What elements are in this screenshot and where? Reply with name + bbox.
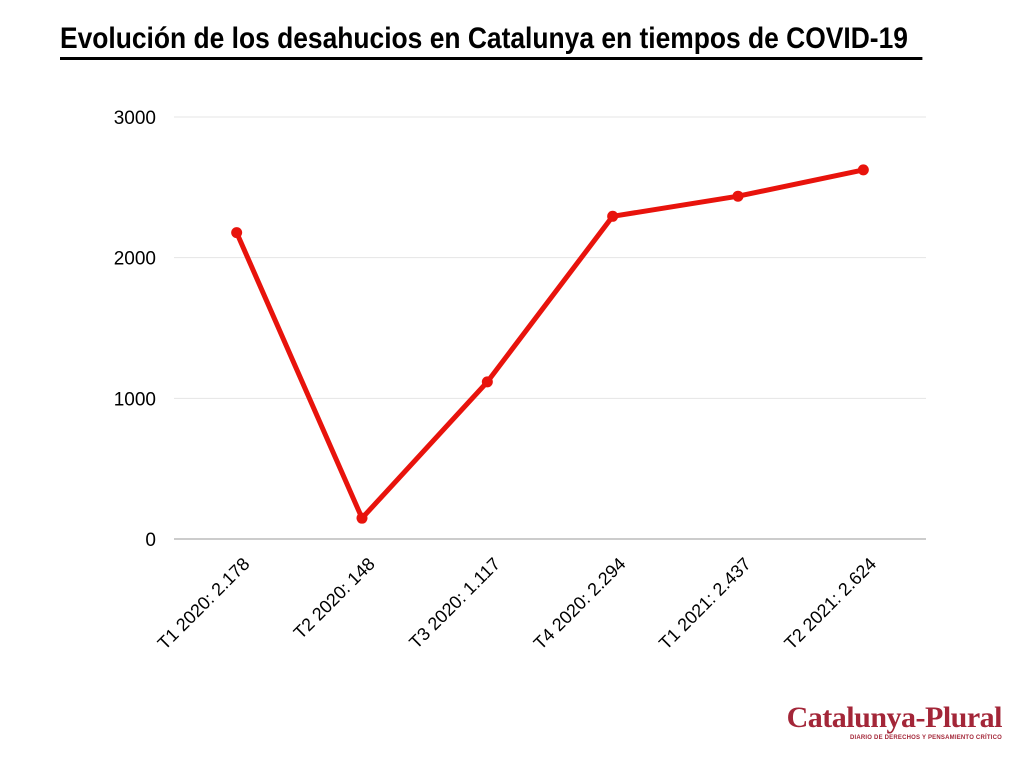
data-point xyxy=(356,512,368,524)
x-tick-label: T1 2021: 2.437 xyxy=(655,554,755,654)
logo-wordmark: Catalunya-Plural xyxy=(786,701,1003,734)
data-point xyxy=(481,376,493,388)
x-tick-label: T2 2020: 148 xyxy=(290,554,379,643)
y-tick-label: 2000 xyxy=(114,249,156,270)
y-tick-label: 0 xyxy=(145,530,156,551)
x-tick-label: T2 2021: 2.624 xyxy=(780,554,880,654)
data-point xyxy=(732,190,744,202)
x-tick-label: T1 2020: 2.178 xyxy=(154,554,254,654)
chart-title-text: Evolución de los desahucios en Catalunya… xyxy=(60,22,923,60)
page-title: Evolución de los desahucios en Catalunya… xyxy=(60,22,923,60)
x-tick-label: T4 2020: 2.294 xyxy=(530,554,630,654)
line-chart: 0 1000 2000 3000 T1 2020: 2.178 T2 2020: 148 T… xyxy=(114,108,926,654)
data-point xyxy=(231,227,243,239)
data-point xyxy=(607,210,619,222)
series-line xyxy=(234,167,866,521)
x-tick-label: T3 2020: 1.117 xyxy=(405,554,504,653)
y-tick-label: 1000 xyxy=(114,389,156,410)
catalunya-plural-logo: Catalunya-Plural DIARIO DE DERECHOS Y PE… xyxy=(786,701,1003,742)
data-point xyxy=(857,164,869,176)
logo-tagline: DIARIO DE DERECHOS Y PENSAMIENTO CRÍTICO xyxy=(849,735,1002,741)
y-tick-label: 3000 xyxy=(114,108,156,129)
